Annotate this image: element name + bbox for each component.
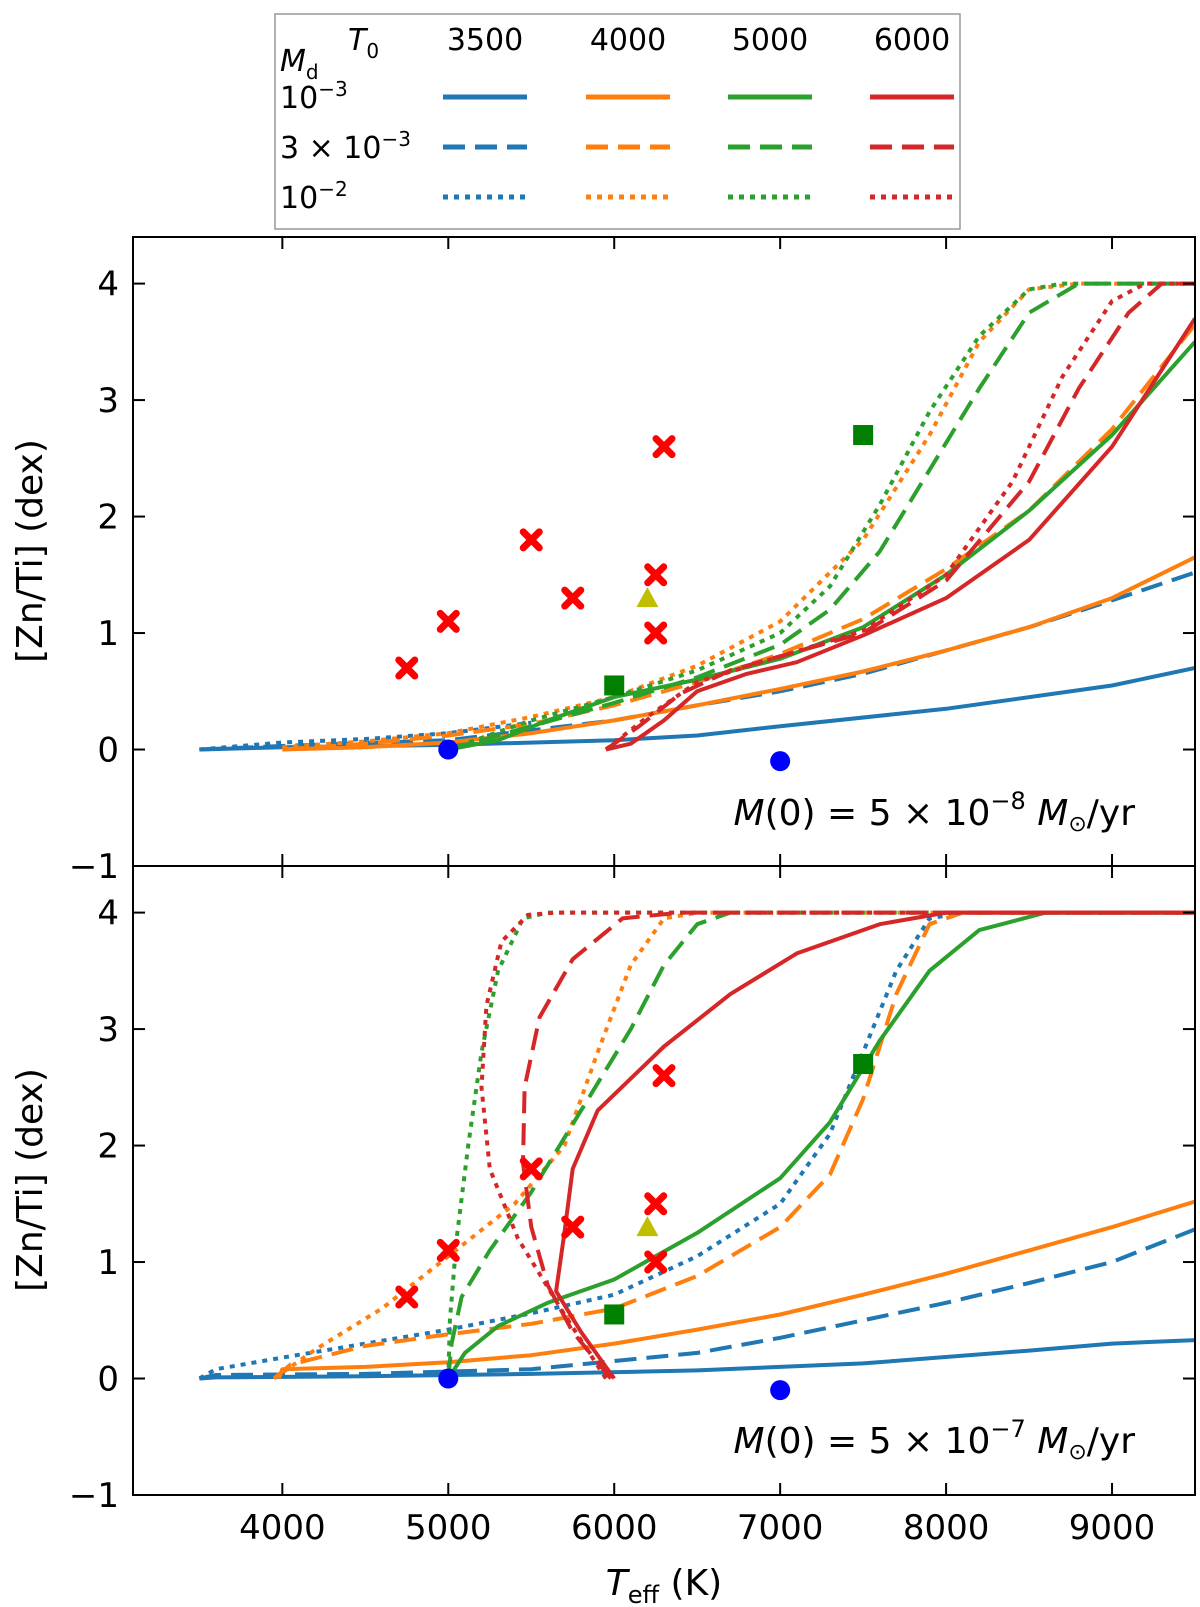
y-tick-label: 1 [97,1243,119,1283]
obs-cross-marker [644,1250,668,1274]
obs-cross-marker [652,435,676,459]
obs-cross-marker [519,1157,543,1181]
series-line-T0-6000-Md-3e-3 [604,281,1195,752]
series-line-T0-5000-Md-3e-3 [446,910,1195,1379]
obs-triangle-marker [636,587,659,608]
x-tick-label: 8000 [903,1508,990,1548]
series-line-T0-3500-Md-3e-3 [198,1227,1195,1381]
y-axis-label-top: [Zn/Ti] (dex) [10,439,51,663]
obs-cross-marker [644,1192,668,1216]
x-tick-label: 4000 [239,1508,326,1548]
series-line-T0-5000-Md-3e-3 [447,281,1195,752]
y-tick-label: −1 [69,847,119,887]
obs-cross-marker [436,609,460,633]
obs-triangle-marker [636,1216,659,1237]
obs-circle-marker [438,739,459,760]
x-tick-label: 9000 [1069,1508,1156,1548]
obs-square-marker [853,1054,874,1075]
y-tick-label: 3 [97,1010,119,1050]
series-line-T0-6000-Md-1e-3 [554,910,1195,1380]
y-tick-label: 2 [97,1127,119,1167]
series-line-T0-4000-Md-1e-2 [282,281,1195,750]
y-axis-label-bottom: [Zn/Ti] (dex) [10,1068,51,1292]
obs-cross-marker [395,656,419,680]
obs-cross-marker [644,621,668,645]
panel-bottom-frame [132,865,1196,1496]
obs-cross-marker [561,1215,585,1239]
obs-cross-marker [652,1064,676,1088]
x-tick-label: 5000 [405,1508,492,1548]
legend-col-4000: 4000 [590,23,666,58]
obs-circle-marker [438,1368,459,1389]
panel-top-frame [132,236,1196,867]
y-tick-label: 3 [97,381,119,421]
legend-row-1e-2: 10−2 [280,177,348,216]
obs-cross-marker [436,1238,460,1262]
obs-square-marker [604,1304,625,1325]
series-line-T0-3500-Md-1e-3 [199,1338,1195,1381]
series-line-T0-4000-Md-1e-2 [272,910,1195,1381]
series-line-T0-4000-Md-1e-3 [282,555,1195,752]
x-tick-label: 6000 [571,1508,658,1548]
series-line-T0-3500-Md-3e-3 [199,570,1195,752]
series-line-T0-5000-Md-1e-3 [446,910,1195,1380]
obs-cross-marker [561,586,585,610]
legend-col-6000: 6000 [874,23,950,58]
legend-row-3e-3: 3 × 10−3 [280,127,411,166]
obs-square-marker [604,675,625,696]
panel-top: −1 0 1 2 3 4 M(0) = 5 × 10−8 M⊙/yr [69,236,1196,887]
y-tick-label: 4 [97,265,119,305]
obs-circle-marker [770,751,791,772]
obs-cross-marker [395,1285,419,1309]
obs-cross-marker [519,528,543,552]
y-tick-label: 4 [97,894,119,934]
series-line-T0-3500-Md-1e-2 [198,910,1195,1381]
y-tick-label: −1 [69,1476,119,1516]
series-line-T0-4000-Md-1e-3 [277,1199,1195,1380]
legend-col-3500: 3500 [447,23,523,58]
legend: Md T0 3500 4000 5000 6000 10−3 3 × 10−3 … [274,13,961,230]
panel-top-annotation: M(0) = 5 × 10−8 M⊙/yr [734,787,1136,837]
y-tick-label: 0 [97,1360,119,1400]
y-tick-label: 0 [97,731,119,771]
legend-frame [274,13,961,230]
x-tick-label: 7000 [737,1508,824,1548]
series-line-T0-6000-Md-1e-2 [479,910,1195,1380]
y-tick-label: 2 [97,498,119,538]
x-axis-label: Teff (K) [606,1563,722,1607]
series-line-T0-6000-Md-1e-3 [605,317,1195,752]
obs-circle-marker [770,1380,791,1401]
legend-row-1e-3: 10−3 [280,77,348,116]
panel-bottom: 4000 5000 6000 7000 8000 9000 −1 0 1 2 3 4 M(0) = 5… [69,865,1196,1548]
obs-square-marker [853,425,874,446]
series-line-T0-4000-Md-3e-3 [272,910,1195,1381]
series-line-T0-6000-Md-1e-2 [604,281,1195,752]
obs-cross-marker [644,563,668,587]
legend-col-5000: 5000 [732,23,808,58]
y-tick-label: 1 [97,614,119,654]
panel-bottom-annotation: M(0) = 5 × 10−7 M⊙/yr [734,1415,1136,1465]
